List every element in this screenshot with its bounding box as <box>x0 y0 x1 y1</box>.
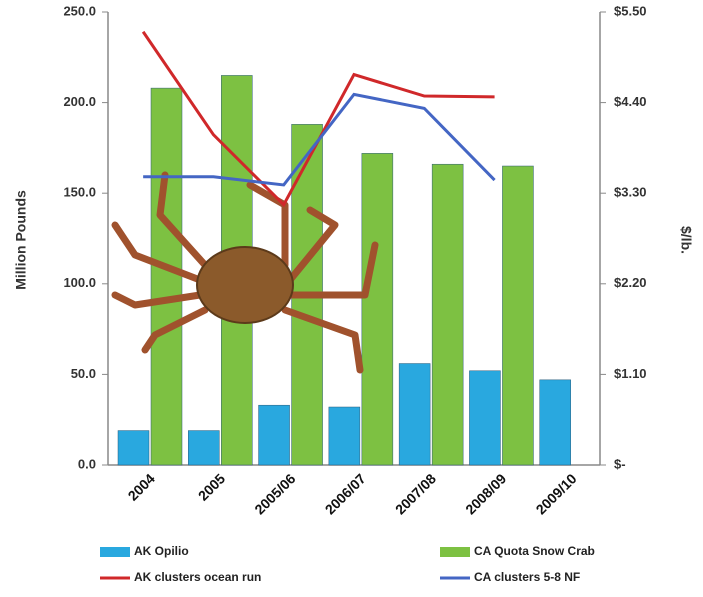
bar <box>150 87 183 466</box>
y-tick-label: 150.0 <box>63 185 96 200</box>
x-tick-label: 2005/06 <box>251 470 298 517</box>
y2-tick-label: $1.10 <box>614 366 647 381</box>
y2-tick-label: $5.50 <box>614 3 647 18</box>
y2-tick-label: $2.20 <box>614 275 647 290</box>
y-tick-label: 250.0 <box>63 3 96 18</box>
bar <box>258 404 290 466</box>
y-tick-label: 50.0 <box>71 366 96 381</box>
bar <box>469 370 501 466</box>
crab-leg <box>281 306 364 374</box>
y2-tick-label: $4.40 <box>614 94 647 109</box>
legend-swatch <box>100 547 130 557</box>
crab-illustration <box>111 171 379 374</box>
legend-swatch <box>440 547 470 557</box>
x-tick-label: 2009/10 <box>532 470 579 517</box>
y2-tick-label: $3.30 <box>614 185 647 200</box>
x-tick-label: 2006/07 <box>322 470 369 517</box>
x-tick-label: 2008/09 <box>462 470 509 517</box>
y-tick-label: 0.0 <box>78 456 96 471</box>
x-tick-label: 2004 <box>125 470 158 503</box>
bar <box>539 379 571 466</box>
crab-body <box>196 246 294 324</box>
y-tick-label: 100.0 <box>63 275 96 290</box>
y-tick-label: 200.0 <box>63 94 96 109</box>
legend-label: CA clusters 5-8 NF <box>474 570 580 584</box>
y-axis-label: Million Pounds <box>13 190 29 290</box>
crab-leg <box>111 291 204 309</box>
bar <box>328 406 361 466</box>
bar <box>398 363 431 466</box>
crab-leg <box>111 221 204 284</box>
y2-tick-label: $- <box>614 456 626 471</box>
legend-label: AK Opilio <box>134 544 189 558</box>
bar <box>117 430 150 466</box>
crab-leg <box>286 241 379 299</box>
bar <box>431 163 464 466</box>
bar <box>188 430 220 466</box>
x-tick-label: 2005 <box>195 470 228 503</box>
legend-label: AK clusters ocean run <box>134 570 261 584</box>
crab-leg <box>286 206 339 284</box>
bar <box>502 165 534 466</box>
legend-label: CA Quota Snow Crab <box>474 544 595 558</box>
line-series <box>143 92 496 187</box>
crab-leg <box>156 171 209 269</box>
y2-axis-label: $/lb. <box>678 226 694 254</box>
bar <box>361 153 394 466</box>
x-tick-label: 2007/08 <box>392 470 439 517</box>
crab-leg <box>141 306 209 354</box>
